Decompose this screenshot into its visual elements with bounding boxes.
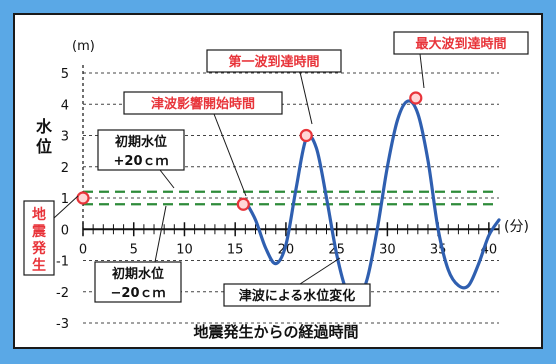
quake-leader-line — [53, 195, 79, 219]
water-level-curve — [243, 99, 501, 304]
y-unit-label: (m) — [72, 39, 95, 54]
plus-leader-line — [159, 169, 175, 189]
event-marker — [236, 197, 250, 211]
start-label: 津波影響開始時間 — [151, 96, 255, 112]
minus-label-line1: 初期水位 — [112, 266, 164, 282]
x-unit-label: (分) — [504, 219, 529, 235]
x-tick-label: 5 — [130, 242, 138, 257]
first-label-box — [206, 49, 342, 73]
quake-label-char: 地 — [32, 206, 46, 223]
event-marker — [76, 191, 90, 205]
first-leader-line — [299, 71, 313, 125]
quake-label-char: 生 — [32, 257, 46, 274]
series-layer — [243, 99, 501, 304]
max-label: 最大波到達時間 — [415, 36, 506, 52]
y-axis-title: 水位 — [36, 117, 53, 156]
y-tick-label: 1 — [61, 192, 69, 207]
x-tick-label: 10 — [176, 242, 193, 257]
plus-label-line2: +20ｃｍ — [114, 154, 169, 169]
quake-label-char: 発 — [31, 240, 47, 257]
max-leader-line — [419, 53, 425, 89]
change-label-box — [223, 283, 371, 307]
plus-label-line1: 初期水位 — [115, 134, 167, 150]
max-label-box — [393, 31, 529, 55]
x-tick-label: 0 — [79, 242, 87, 257]
markers — [76, 91, 423, 211]
event-marker — [409, 91, 423, 105]
minus-leader-line — [154, 205, 167, 263]
y-tick-label: 5 — [61, 67, 69, 82]
x-tick-label: 30 — [379, 242, 396, 257]
event-marker — [299, 128, 313, 143]
y-tick-label: -3 — [56, 317, 69, 332]
first-label: 第一波到達時間 — [228, 54, 319, 70]
quake-label-box — [23, 200, 55, 276]
y-tick-label: -2 — [56, 286, 69, 301]
change-leader-line — [299, 257, 341, 285]
y-tick-label: 0 — [61, 223, 69, 238]
quake-label: 地震発生 — [31, 206, 47, 274]
start-leader-line — [213, 113, 247, 197]
y-axis-title-char: 水 — [36, 117, 53, 136]
plus-label-box — [97, 129, 185, 171]
x-axis-title: 地震発生からの経過時間 — [193, 323, 358, 341]
x-tick-label: 15 — [227, 242, 244, 257]
minus-label-line2: −20ｃｍ — [111, 286, 166, 301]
quake-label-char: 震 — [31, 224, 47, 240]
start-label-box — [123, 91, 283, 115]
change-label: 津波による水位変化 — [239, 288, 356, 304]
minus-label-box — [94, 261, 182, 303]
y-tick-label: 2 — [61, 161, 69, 176]
y-axis-title-char: 位 — [36, 137, 52, 156]
y-tick-label: -1 — [56, 255, 69, 270]
threshold-lines — [83, 190, 499, 206]
y-tick-label: 4 — [61, 98, 69, 113]
y-tick-label: 3 — [61, 130, 69, 145]
